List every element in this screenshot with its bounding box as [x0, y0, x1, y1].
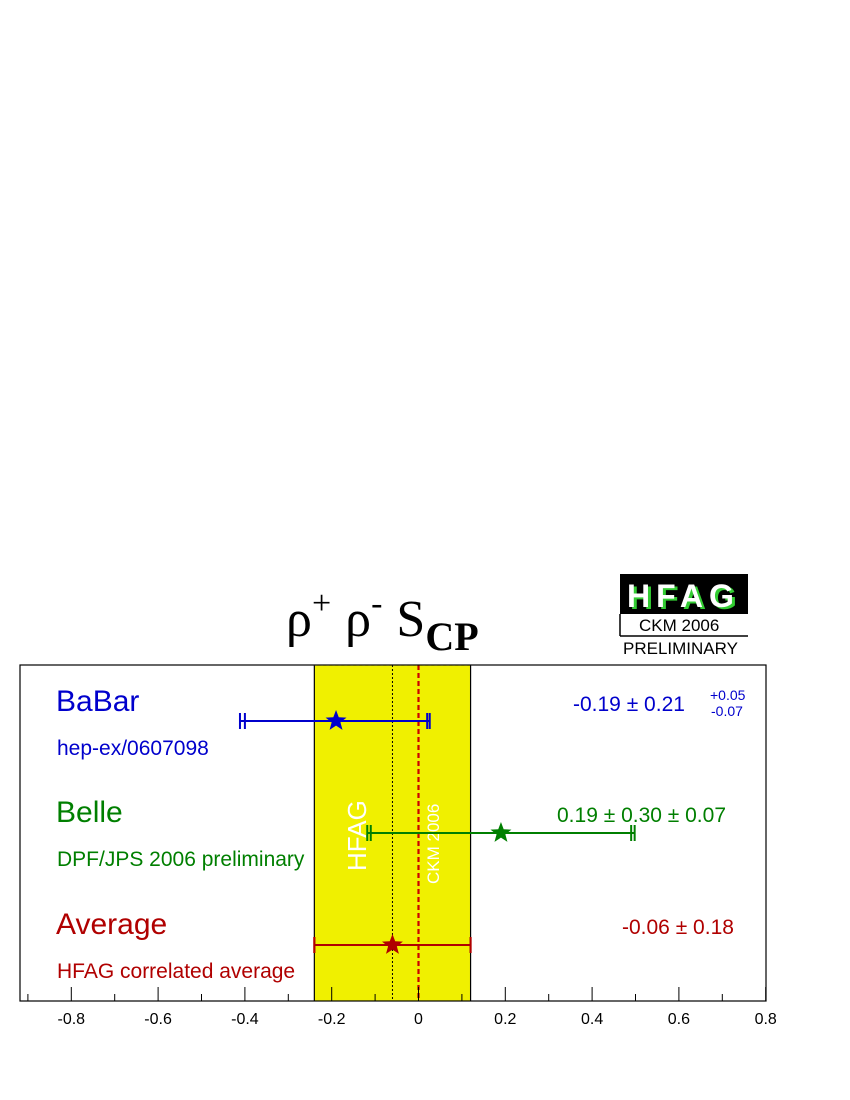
babar-error-bar: [238, 710, 431, 730]
babar-name: BaBar: [56, 685, 139, 718]
title-s: S: [396, 591, 425, 648]
hfag-logo-text: HFAG: [627, 578, 740, 614]
x-tick-label: -0.8: [58, 1011, 86, 1028]
x-tick-label: 0.8: [755, 1011, 777, 1028]
badge-status: PRELIMINARY: [623, 639, 738, 658]
hfag-badge: HFAG HFAG CKM 2006 PRELIMINARY: [619, 574, 748, 658]
x-tick-label: -0.2: [318, 1011, 346, 1028]
hfag-logo-background: [620, 574, 748, 614]
x-tick-label: -0.4: [231, 1011, 259, 1028]
average-value: -0.06 ± 0.18: [622, 916, 734, 939]
babar-syst-minus: -0.07: [711, 703, 743, 719]
babar-syst-plus: +0.05: [710, 687, 746, 703]
measurement-belle: Belle DPF/JPS 2006 preliminary 0.19 ± 0.…: [56, 796, 726, 871]
badge-subtitle: CKM 2006: [639, 616, 719, 635]
measurement-babar: BaBar hep-ex/0607098 -0.19 ± 0.21 +0.05 …: [56, 685, 746, 760]
belle-reference: DPF/JPS 2006 preliminary: [57, 848, 305, 871]
plot-frame: [19, 664, 767, 1002]
babar-value: -0.19 ± 0.21: [573, 693, 685, 716]
title-rho-2: ρ: [345, 591, 371, 648]
title-sup-plus: +: [312, 585, 331, 622]
central-value-star: [382, 934, 403, 954]
chart-title: ρ+ ρ- SCP: [286, 585, 479, 659]
x-tick-label: 0.4: [581, 1011, 603, 1028]
title-sup-minus: -: [371, 585, 382, 622]
hfag-logo-shadow: HFAG: [630, 580, 743, 616]
x-axis: -0.8 -0.6 -0.4 -0.2 0 0.2 0.4 0.6 0.8: [27, 987, 777, 1028]
belle-value: 0.19 ± 0.30 ± 0.07: [557, 804, 726, 827]
title-rho-1: ρ: [286, 591, 312, 648]
x-tick-label: 0: [414, 1011, 423, 1028]
x-tick-label: -0.6: [144, 1011, 172, 1028]
measurement-average: Average HFAG correlated average -0.06 ± …: [56, 908, 734, 983]
x-tick-label: 0.6: [668, 1011, 690, 1028]
band-label-ckm: CKM 2006: [424, 804, 443, 884]
central-value-star: [490, 822, 512, 842]
title-sub-cp: CP: [425, 614, 478, 659]
average-error-bar: [313, 934, 472, 954]
average-reference: HFAG correlated average: [57, 960, 295, 983]
x-tick-label: 0.2: [494, 1011, 516, 1028]
central-value-star: [325, 710, 347, 730]
babar-reference: hep-ex/0607098: [57, 737, 209, 760]
average-name: Average: [56, 908, 167, 941]
belle-name: Belle: [56, 796, 123, 829]
belle-error-bar: [366, 822, 636, 842]
